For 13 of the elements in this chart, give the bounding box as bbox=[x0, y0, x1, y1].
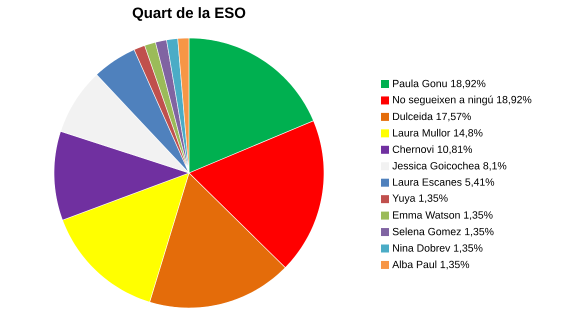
legend-label: Selena Gomez 1,35% bbox=[392, 228, 494, 237]
legend-label: Emma Watson 1,35% bbox=[393, 211, 493, 220]
legend-label: Jessica Goicochea 8,1% bbox=[392, 162, 506, 171]
legend-label: Laura Mullor 14,8% bbox=[393, 128, 483, 138]
legend-label: No segueixen a ningú 18,92% bbox=[393, 96, 532, 106]
chart-title: Quart de la ESO bbox=[132, 7, 246, 21]
legend-label: Chernovi 10,81% bbox=[392, 145, 472, 154]
legend-label: Nina Dobrev 1,35% bbox=[393, 244, 483, 253]
legend-label: Alba Paul 1,35% bbox=[392, 260, 470, 270]
legend-label: Dulceida 17,57% bbox=[393, 112, 471, 122]
legend-label: Paula Gonu 18,92% bbox=[393, 80, 486, 88]
legend-label: Yuya 1,35% bbox=[392, 194, 448, 204]
legend-label: Laura Escanes 5,41% bbox=[393, 178, 494, 187]
